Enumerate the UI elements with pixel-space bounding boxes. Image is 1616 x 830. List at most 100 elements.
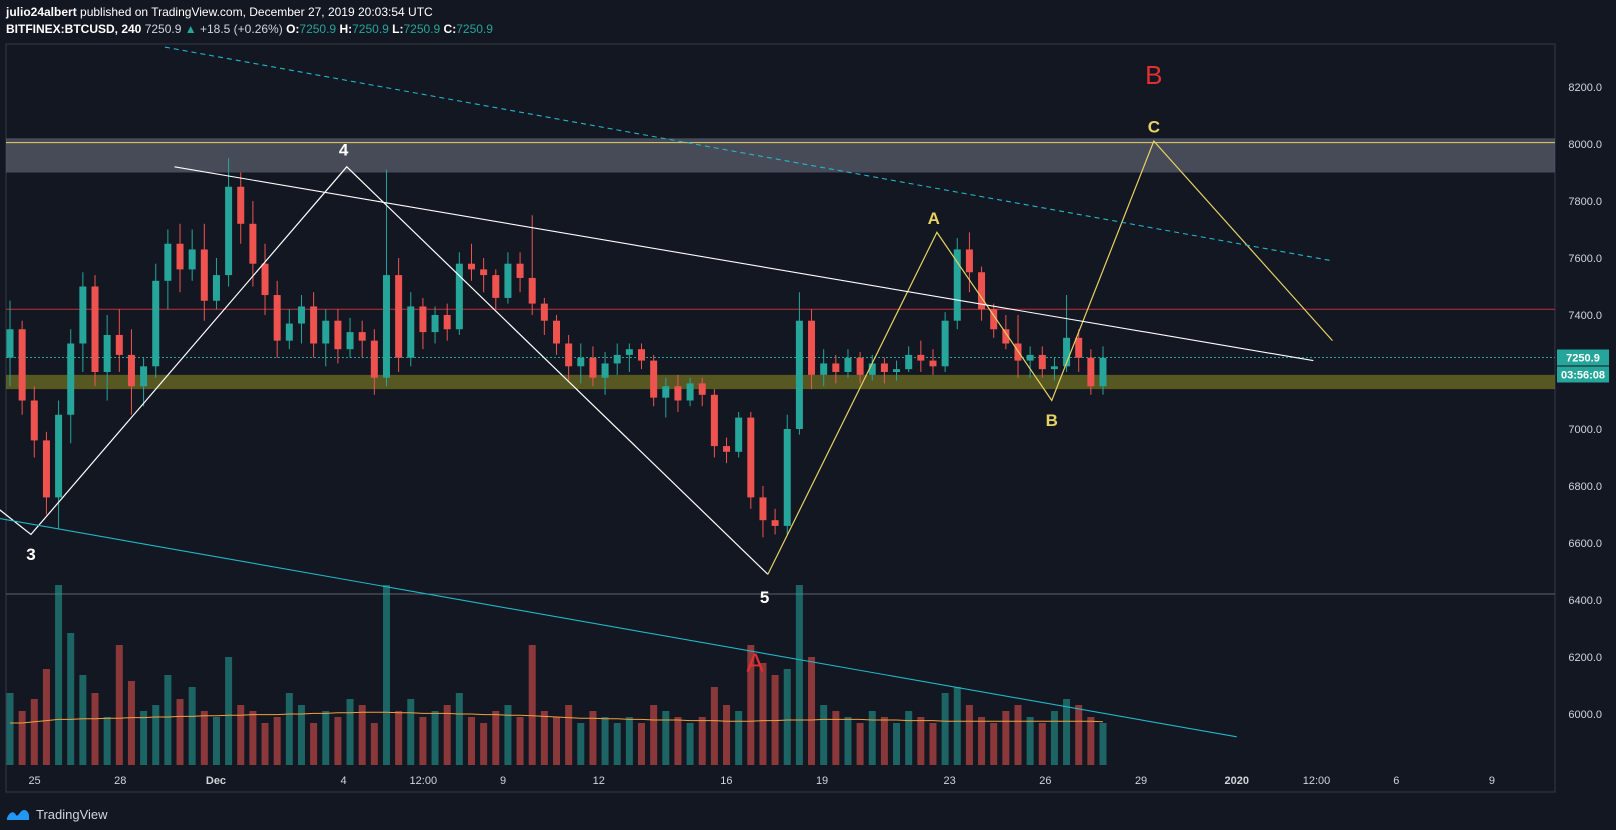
support-zone [6, 374, 1555, 390]
volume-bar [225, 657, 233, 765]
candle-body [455, 263, 463, 330]
volume-bar [164, 675, 172, 765]
volume-bar [261, 723, 269, 765]
volume-bar [965, 705, 973, 765]
y-tick-label: 7000.0 [1568, 424, 1602, 436]
candle-body [808, 320, 816, 375]
candle-body [1050, 366, 1058, 370]
volume-bar [953, 687, 961, 765]
candle-body [382, 275, 390, 378]
open-key: O: [286, 22, 300, 36]
candle-body [893, 369, 901, 372]
candle-body [407, 306, 415, 358]
candle-body [929, 360, 937, 367]
x-tick-label: 12 [593, 775, 605, 787]
candle-body [1087, 357, 1095, 387]
y-tick-label: 7600.0 [1568, 253, 1602, 265]
volume-bar [152, 705, 160, 765]
impulse-wave-path [0, 165, 769, 575]
volume-bar [1063, 699, 1071, 765]
candle-body [638, 349, 646, 361]
candle-body [346, 332, 354, 350]
candle-body [941, 320, 949, 367]
volume-bar [1026, 717, 1034, 765]
x-tick-label: Dec [206, 775, 226, 787]
symbol-label[interactable]: BITFINEX:BTCUSD, 240 [6, 22, 142, 36]
candle-body [990, 309, 998, 330]
candle-body [273, 295, 281, 341]
volume-bar [589, 711, 597, 765]
volume-bar [1038, 723, 1046, 765]
publish-info: published on TradingView.com, December 2… [80, 5, 433, 19]
volume-bar [978, 717, 986, 765]
x-tick-label: 12:00 [1303, 775, 1331, 787]
y-tick-label: 8000.0 [1568, 139, 1602, 151]
y-tick-label: 6800.0 [1568, 481, 1602, 493]
abc-correction-path [767, 140, 1333, 575]
volume-bar [382, 585, 390, 765]
volume-bar [528, 645, 536, 765]
tradingview-logo-icon [7, 810, 29, 820]
candle-body [710, 394, 718, 447]
candle-body [747, 417, 755, 498]
high-key: H: [339, 22, 353, 36]
footer-brand[interactable]: TradingView [6, 803, 108, 825]
volume-bar [832, 711, 840, 765]
volume-bar [795, 585, 803, 765]
volume-bar [176, 699, 184, 765]
volume-bar [443, 705, 451, 765]
candle-body [783, 429, 791, 526]
candle-body [1075, 337, 1083, 358]
candle-body [516, 263, 524, 278]
volume-bar [856, 723, 864, 765]
candle-body [103, 334, 111, 372]
x-tick-label: 29 [1135, 775, 1147, 787]
lower-channel-line [0, 518, 1237, 738]
candle-body [577, 357, 585, 367]
y-tick-label: 8200.0 [1568, 82, 1602, 94]
volume-bar [880, 717, 888, 765]
x-tick-label: 25 [28, 775, 40, 787]
candle-body [540, 303, 548, 321]
upper-trendline [174, 166, 1314, 362]
volume-bar [297, 705, 305, 765]
candle-body [419, 306, 427, 333]
volume-bar [103, 717, 111, 765]
candle-body [79, 286, 87, 344]
volume-bar [480, 723, 488, 765]
volume-bar [1050, 711, 1058, 765]
candle-body [285, 323, 293, 341]
volume-bar [55, 585, 63, 765]
volume-bar [504, 705, 512, 765]
candle-body [261, 263, 269, 296]
candle-body [1026, 354, 1034, 361]
candle-body [650, 360, 658, 398]
volume-bar [905, 711, 913, 765]
candle-body [1099, 357, 1107, 387]
volume-bar [941, 693, 949, 765]
candle-body [735, 417, 743, 452]
volume-bar [1002, 711, 1010, 765]
candle-body [1002, 329, 1010, 344]
candle-body [1063, 337, 1071, 367]
volume-bar [285, 693, 293, 765]
volume-ma-line [10, 711, 1104, 724]
volume-bar [650, 705, 658, 765]
author-name[interactable]: julio24albert [6, 5, 77, 19]
wave-label-3: A [928, 209, 940, 228]
candle-body [553, 320, 560, 344]
volume-bar [395, 711, 403, 765]
candle-body [322, 320, 330, 344]
volume-bar [273, 717, 281, 765]
volume-bar [249, 711, 257, 765]
low-value: 7250.9 [403, 22, 441, 36]
volume-bar [698, 717, 706, 765]
wave-label-0: 3 [26, 545, 35, 564]
x-tick-label: 16 [720, 775, 732, 787]
volume-bar [467, 717, 475, 765]
volume-bar [188, 687, 196, 765]
candle-body [152, 280, 160, 367]
volume-bar [613, 723, 621, 765]
candle-body [91, 286, 99, 372]
